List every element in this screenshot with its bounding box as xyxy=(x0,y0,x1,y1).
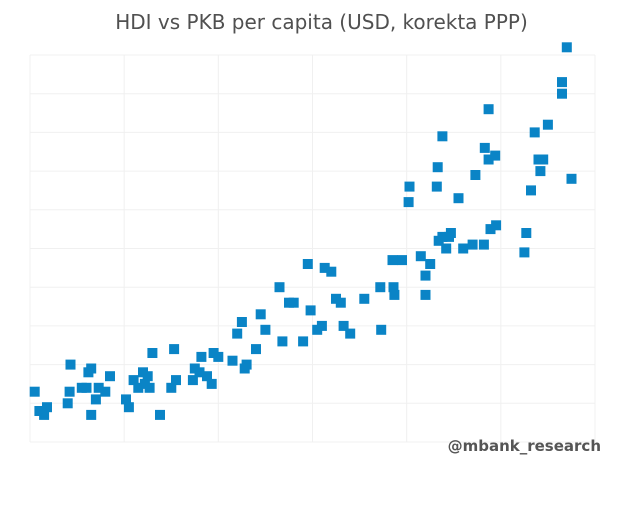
data-point xyxy=(485,224,496,235)
data-point xyxy=(420,289,431,300)
data-point xyxy=(39,409,50,420)
data-point xyxy=(403,197,414,208)
data-point xyxy=(431,181,442,192)
data-point xyxy=(441,243,452,254)
data-point xyxy=(557,77,567,88)
data-point xyxy=(277,336,288,347)
data-point xyxy=(467,239,478,250)
data-point xyxy=(169,344,180,355)
data-point xyxy=(121,394,131,405)
data-point xyxy=(187,375,198,386)
data-point xyxy=(335,297,346,308)
data-point xyxy=(81,382,92,393)
data-point xyxy=(542,119,553,130)
data-point xyxy=(65,359,76,370)
data-point xyxy=(397,255,407,266)
data-point xyxy=(404,181,415,192)
data-point xyxy=(86,409,97,420)
data-point xyxy=(490,150,501,161)
data-point xyxy=(155,409,165,420)
data-point xyxy=(519,247,530,258)
data-point xyxy=(100,386,111,397)
data-point xyxy=(538,154,549,165)
data-point xyxy=(171,375,181,386)
data-point xyxy=(196,351,207,362)
data-point xyxy=(420,270,431,281)
data-point xyxy=(227,355,238,366)
data-point xyxy=(319,262,330,273)
data-point xyxy=(232,328,243,339)
data-point xyxy=(62,398,73,409)
data-point xyxy=(316,320,327,331)
data-point xyxy=(561,42,572,53)
data-point xyxy=(453,193,464,204)
data-point xyxy=(105,371,115,382)
data-point xyxy=(236,317,247,327)
data-point xyxy=(437,231,448,242)
data-point xyxy=(302,259,313,269)
data-point xyxy=(338,320,349,331)
data-point xyxy=(142,371,153,382)
data-point xyxy=(566,173,577,184)
data-point xyxy=(345,328,356,339)
data-point xyxy=(491,220,502,231)
data-point xyxy=(535,166,546,177)
data-point xyxy=(445,228,456,238)
watermark: @mbank_research xyxy=(447,437,601,455)
data-point xyxy=(458,243,469,254)
data-point xyxy=(64,386,75,397)
data-point xyxy=(166,382,177,393)
data-point xyxy=(144,382,155,393)
data-point xyxy=(123,402,134,413)
data-point xyxy=(376,324,387,335)
data-point xyxy=(388,282,399,293)
data-point xyxy=(241,359,252,370)
data-point xyxy=(133,382,144,393)
data-point xyxy=(521,228,532,238)
data-points xyxy=(29,42,577,420)
data-point xyxy=(42,402,52,413)
data-point xyxy=(432,162,443,173)
data-point xyxy=(483,154,494,165)
data-point xyxy=(298,336,309,347)
data-point xyxy=(213,351,224,362)
data-point xyxy=(206,378,217,389)
data-point xyxy=(251,344,261,355)
data-point xyxy=(147,348,158,358)
data-point xyxy=(387,255,398,266)
data-point xyxy=(529,127,540,138)
data-point xyxy=(389,289,400,300)
data-point xyxy=(470,170,481,180)
data-point xyxy=(526,185,536,196)
grid-lines xyxy=(29,54,596,443)
data-point xyxy=(93,382,104,393)
data-point xyxy=(375,282,386,293)
data-point xyxy=(305,305,316,316)
data-point xyxy=(437,131,448,142)
data-point xyxy=(478,239,489,250)
data-point xyxy=(274,282,285,293)
data-point xyxy=(194,367,205,378)
data-point xyxy=(202,371,212,382)
data-point xyxy=(288,297,299,308)
data-point xyxy=(90,394,101,405)
data-point xyxy=(557,88,567,99)
data-point xyxy=(255,309,266,320)
data-point xyxy=(425,259,436,269)
data-point xyxy=(326,266,337,277)
data-point xyxy=(479,142,490,153)
data-point xyxy=(86,363,97,374)
data-point xyxy=(483,104,494,115)
data-point xyxy=(359,293,370,304)
data-point xyxy=(29,386,40,397)
data-point xyxy=(415,251,426,262)
data-point xyxy=(260,324,271,335)
data-point xyxy=(128,375,139,386)
chart-title: HDI vs PKB per capita (USD, korekta PPP) xyxy=(115,10,528,34)
